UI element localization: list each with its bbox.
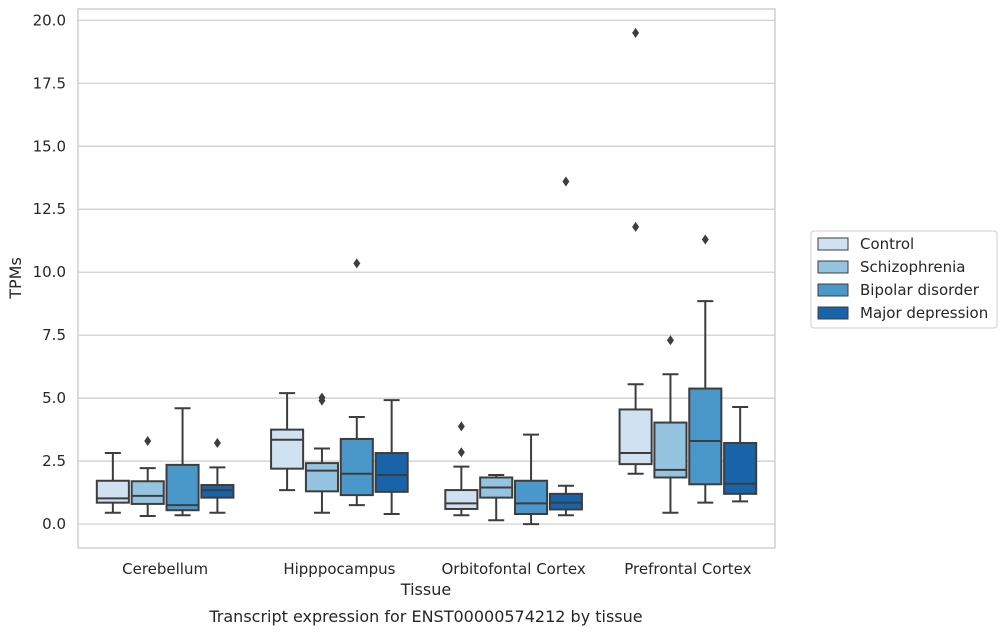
outlier-marker	[353, 258, 361, 269]
outlier-marker	[562, 176, 570, 187]
box-1-2	[339, 258, 374, 507]
plot-area-frame	[77, 8, 776, 549]
y-tick-label: 17.5	[33, 74, 66, 92]
legend-swatch	[817, 306, 849, 320]
y-tick-label: 5.0	[42, 389, 66, 407]
box-0-0	[95, 452, 130, 514]
iqr-box	[444, 489, 479, 510]
iqr-box	[95, 479, 130, 504]
iqr-box	[618, 408, 653, 466]
outlier-marker	[632, 221, 640, 232]
x-tick-label: Hipppocampus	[283, 560, 395, 578]
iqr-box	[374, 452, 409, 493]
box-0-1	[130, 435, 165, 518]
x-tick-label: Cerebellum	[122, 560, 208, 578]
outlier-marker	[318, 392, 326, 403]
outlier-marker	[632, 27, 640, 38]
legend-swatch	[817, 237, 849, 251]
x-axis-ticks: Cerebellum Hipppocampus Orbitofontal Corte…	[122, 560, 751, 578]
y-tick-label: 15.0	[33, 137, 66, 155]
outlier-marker	[457, 447, 465, 458]
legend-swatch	[817, 260, 849, 274]
box-2-2	[514, 433, 549, 526]
outlier-marker	[666, 335, 674, 346]
legend-label: Major depression	[860, 304, 988, 322]
outlier-marker	[144, 435, 152, 446]
gridlines	[78, 19, 775, 525]
iqr-box	[165, 463, 200, 512]
legend-label: Control	[860, 235, 914, 253]
y-tick-label: 0.0	[42, 515, 66, 533]
box-2-0	[444, 421, 479, 517]
legend-swatch	[817, 283, 849, 297]
box-2-1	[479, 473, 514, 522]
box-1-0	[270, 392, 305, 492]
chart-caption: Transcript expression for ENST0000057421…	[208, 607, 642, 626]
box-3-2	[688, 234, 723, 504]
outlier-marker	[213, 437, 221, 448]
iqr-box	[548, 492, 583, 511]
outlier-marker	[457, 421, 465, 432]
iqr-box	[270, 428, 305, 470]
box-0-2	[165, 407, 200, 517]
x-tick-label: Orbitofontal Cortex	[442, 560, 586, 578]
y-tick-label: 20.0	[33, 11, 66, 29]
iqr-box	[653, 421, 688, 479]
box-3-0	[618, 27, 653, 475]
box-1-1	[304, 392, 339, 514]
legend: Control Schizophrenia Bipolar disorder Majo…	[810, 230, 998, 329]
iqr-box	[514, 479, 549, 515]
iqr-box	[130, 480, 165, 505]
box-0-3	[200, 437, 235, 514]
iqr-box	[688, 387, 723, 486]
box-2-3	[548, 176, 583, 517]
iqr-box	[723, 441, 758, 495]
legend-label: Bipolar disorder	[860, 281, 980, 299]
iqr-box	[304, 462, 339, 493]
box-3-1	[653, 335, 688, 514]
y-tick-label: 7.5	[42, 326, 66, 344]
boxes	[95, 27, 758, 526]
box-3-3	[723, 405, 758, 503]
iqr-box	[339, 437, 374, 497]
outlier-marker	[701, 234, 709, 245]
x-tick-label: Prefrontal Cortex	[624, 560, 751, 578]
box-1-3	[374, 399, 409, 515]
iqr-box	[200, 484, 235, 499]
legend-frame	[810, 230, 998, 329]
x-axis-label: Tissue	[400, 580, 451, 599]
y-tick-label: 10.0	[33, 263, 66, 281]
y-tick-label: 12.5	[33, 200, 66, 218]
y-axis-ticks: 0.0 2.5 5.0 7.5 10.0 12.5 15.0 17.5 20.0	[33, 11, 66, 533]
legend-label: Schizophrenia	[860, 258, 965, 276]
y-axis-label: TPMs	[6, 257, 25, 300]
y-tick-label: 2.5	[42, 452, 66, 470]
